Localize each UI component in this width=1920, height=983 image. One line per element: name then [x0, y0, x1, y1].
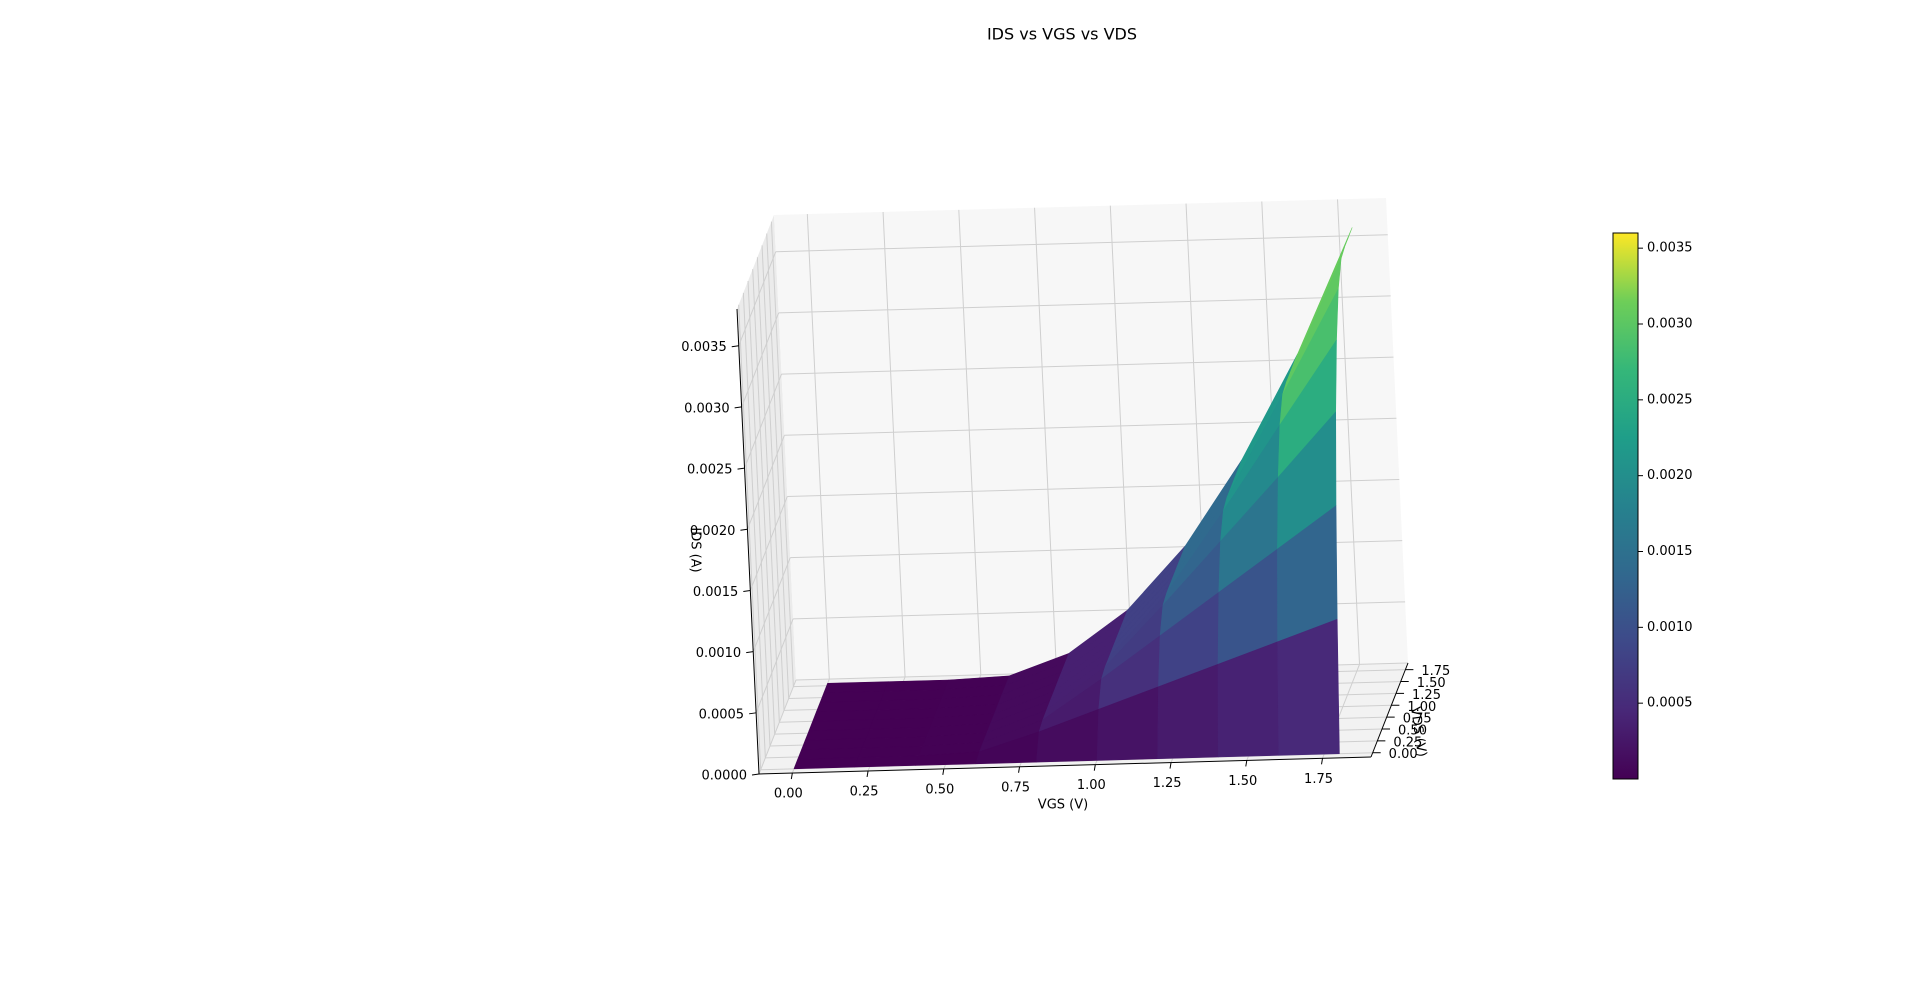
z-tick	[737, 467, 745, 470]
z-grid-line	[758, 679, 797, 775]
x-tick	[942, 768, 945, 775]
y-tick-label: 1.50	[1417, 676, 1446, 691]
z-tick-label: 0.0015	[693, 585, 739, 600]
z-grid-line	[744, 373, 782, 469]
z-grid-line	[752, 557, 791, 652]
z-tick	[749, 712, 757, 715]
y-axis-line	[1370, 662, 1409, 758]
surface-patch	[854, 755, 920, 768]
y-tick-label: 0.75	[1403, 712, 1432, 727]
x-grid-line	[1034, 207, 1058, 673]
x-grid-line	[1109, 205, 1133, 671]
x-tick-label: 0.50	[925, 782, 954, 797]
x-axis-label: VGS (V)	[1038, 798, 1088, 813]
y-grid-line	[742, 292, 766, 758]
z-tick	[746, 651, 754, 654]
z-grid-line	[755, 618, 794, 713]
z-tick-label: 0.0025	[687, 463, 733, 478]
colorbar-tick-label: 0.0020	[1647, 468, 1693, 483]
z-tick	[734, 406, 742, 409]
z-grid-line	[738, 251, 777, 346]
x-tick-label: 1.25	[1153, 776, 1182, 791]
colorbar-tick-label: 0.0035	[1647, 241, 1693, 256]
x-tick-label: 0.75	[1001, 780, 1030, 795]
y-grid-line	[766, 233, 790, 699]
y-grid-line	[770, 221, 794, 687]
x-tick-label: 1.00	[1077, 778, 1106, 793]
colorbar-tick-label: 0.0010	[1647, 620, 1693, 635]
colorbar-tick-label: 0.0025	[1647, 392, 1693, 407]
y-tick-label: 0.00	[1389, 747, 1418, 762]
chart-title: IDS vs VGS vs VDS	[987, 25, 1137, 44]
y-axis-label: VDS (V)	[1407, 706, 1429, 758]
z-axis-label: IDS (A)	[688, 527, 703, 572]
y-tick-label: 1.00	[1407, 700, 1436, 715]
z-tick-label: 0.0005	[699, 707, 745, 722]
x-grid-line	[882, 211, 906, 677]
z-grid-line	[778, 295, 1391, 314]
x-tick	[790, 772, 793, 780]
z-grid-line	[746, 435, 785, 530]
surface-patch	[1277, 618, 1340, 756]
z-axis-line	[736, 308, 760, 775]
y-tick-label: 1.75	[1421, 664, 1450, 679]
x-grid-line	[806, 214, 830, 680]
x-tick-label: 1.50	[1228, 774, 1257, 789]
colorbar	[1612, 232, 1639, 780]
z-tick	[743, 589, 751, 592]
z-tick	[740, 528, 748, 531]
x-tick	[1321, 758, 1324, 765]
x-tick	[1245, 760, 1248, 767]
z-grid-line	[775, 234, 1388, 253]
z-tick	[751, 773, 760, 776]
y-tick-label: 0.25	[1393, 735, 1422, 750]
x-tick-label: 1.75	[1304, 772, 1333, 787]
x-tick	[1093, 764, 1096, 771]
y-tick-label: 0.50	[1398, 723, 1427, 738]
y-grid-line	[747, 280, 771, 747]
y-grid-line	[738, 304, 762, 770]
x-tick-label: 0.25	[850, 784, 879, 799]
surface-patch	[793, 757, 859, 770]
y-tick-label: 1.25	[1412, 688, 1441, 703]
x-tick	[1018, 766, 1021, 773]
z-grid-line	[781, 356, 1394, 375]
x-grid-line	[958, 209, 982, 675]
colorbar-tick-label: 0.0015	[1647, 544, 1693, 559]
z-grid-line	[749, 496, 788, 591]
colorbar-tick-label: 0.0005	[1647, 696, 1693, 711]
colorbar-tick-label: 0.0030	[1647, 317, 1693, 332]
x-axis-line	[758, 756, 1372, 775]
x-tick	[1169, 762, 1172, 769]
x-tick	[866, 770, 869, 778]
z-tick-label: 0.0030	[684, 401, 730, 416]
z-tick-label: 0.0000	[702, 769, 748, 784]
y-grid-line	[752, 269, 776, 735]
y-grid-line	[756, 257, 780, 723]
z-grid-line	[741, 312, 780, 408]
x-tick-label: 0.00	[774, 787, 803, 802]
z-tick-label: 0.0035	[681, 340, 727, 355]
z-tick	[731, 345, 739, 348]
z-tick-label: 0.0020	[690, 524, 736, 539]
z-tick-label: 0.0010	[696, 646, 742, 661]
y-grid-line	[761, 245, 785, 711]
x-grid-line	[1337, 199, 1361, 665]
